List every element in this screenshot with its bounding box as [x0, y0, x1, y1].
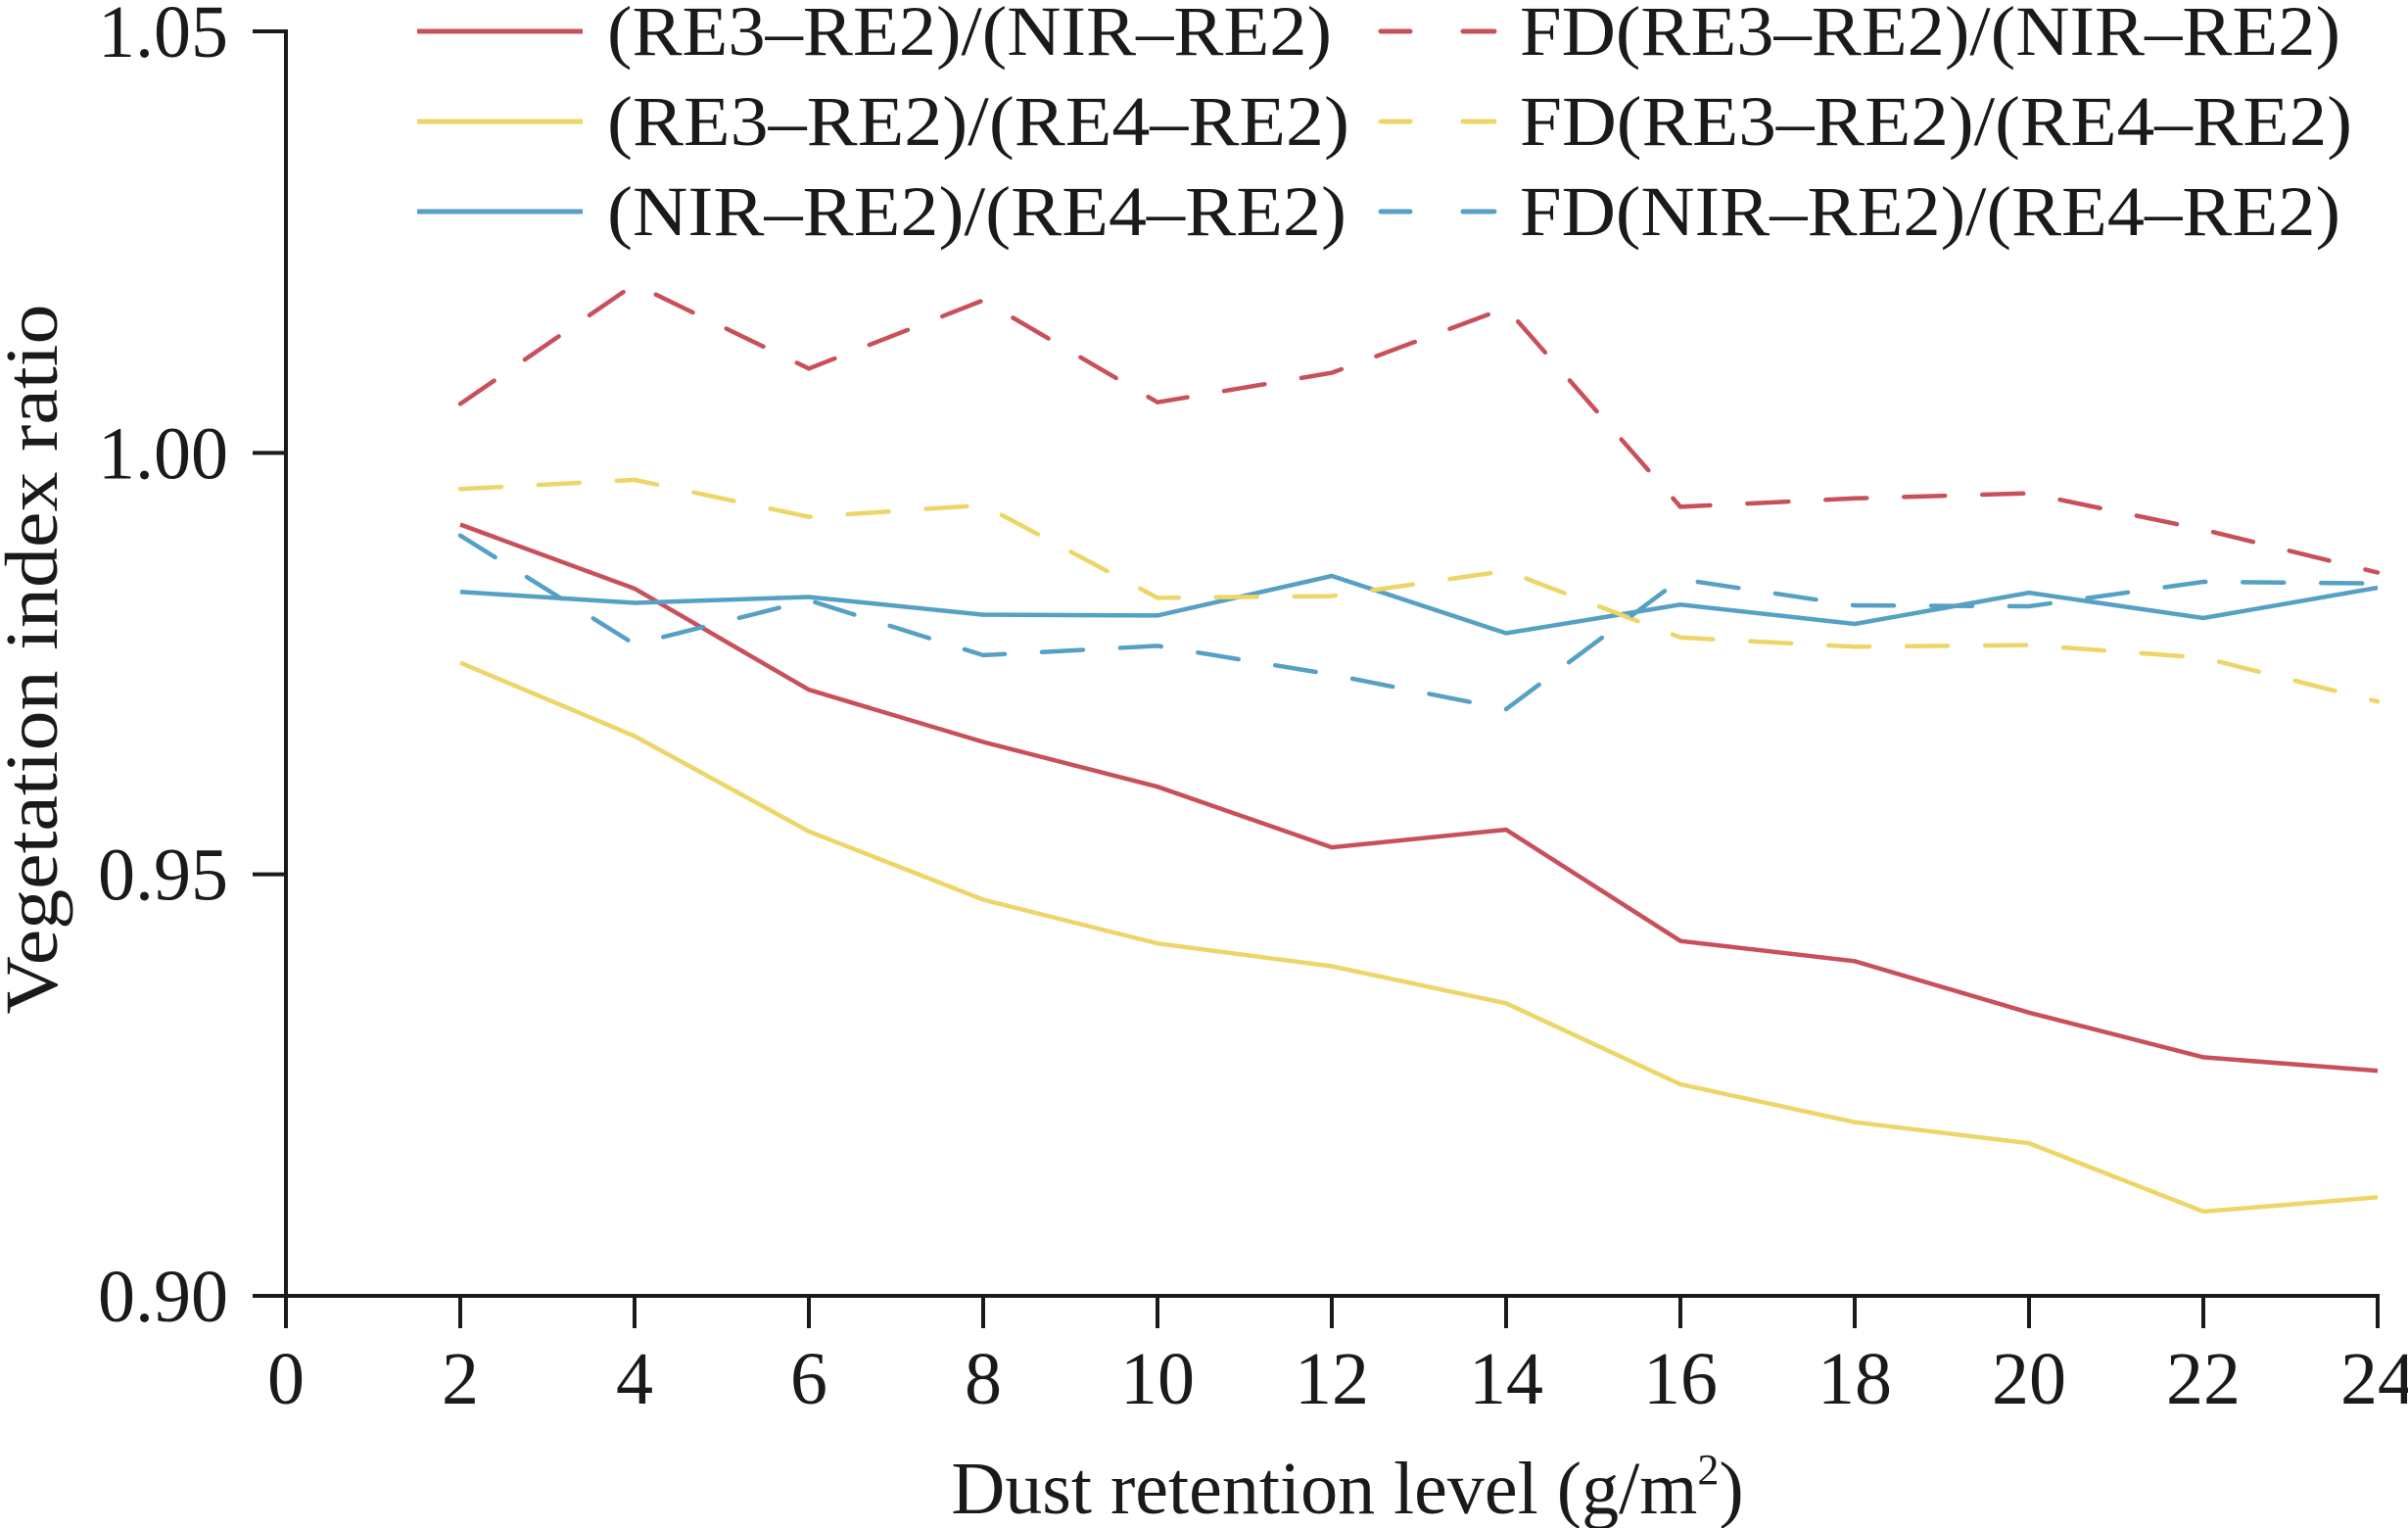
x-tick-label: 8 — [965, 1338, 1002, 1420]
series-line-re3-re2-nir-re2 — [459, 522, 2379, 1074]
y-tick-label: 1.00 — [98, 412, 228, 495]
x-tick-label: 18 — [1818, 1338, 1892, 1420]
x-tick-label: 2 — [442, 1338, 479, 1420]
legend-item: (RE3–RE2)/(NIR–RE2) — [417, 0, 1332, 71]
x-tick-label: 10 — [1120, 1338, 1195, 1420]
x-tick-label: 14 — [1469, 1338, 1543, 1420]
x-tick-label: 20 — [1992, 1338, 2066, 1420]
legend-label: (NIR–RE2)/(RE4–RE2) — [607, 172, 1346, 251]
x-axis-title-close: ) — [1719, 1448, 1743, 1528]
legend-item: (RE3–RE2)/(RE4–RE2) — [417, 82, 1349, 161]
y-ticks: 0.90 0.95 1.00 1.05 — [98, 0, 286, 1338]
series-line-fd-re3-re2-re4-re2 — [457, 477, 2381, 704]
x-tick-label: 22 — [2166, 1338, 2241, 1420]
y-tick-label: 0.95 — [98, 835, 228, 917]
series-line-fd-nir-re2-re4-re2 — [457, 533, 2381, 712]
legend-label: FD(RE3–RE2)/(RE4–RE2) — [1520, 82, 2352, 161]
y-tick-label: 0.90 — [98, 1256, 228, 1338]
legend-item: FD(RE3–RE2)/(NIR–RE2) — [1378, 0, 2340, 71]
x-tick-label: 12 — [1295, 1338, 1369, 1420]
x-tick-label: 4 — [616, 1338, 653, 1420]
series-line-re3-re2-re4-re2 — [459, 660, 2379, 1215]
x-tick-label: 0 — [267, 1338, 305, 1420]
legend-label: FD(RE3–RE2)/(NIR–RE2) — [1520, 0, 2340, 71]
legend-item: FD(NIR–RE2)/(RE4–RE2) — [1378, 172, 2340, 251]
axes — [253, 29, 2380, 1298]
legend-label: (RE3–RE2)/(NIR–RE2) — [607, 0, 1332, 71]
series-layer — [457, 281, 2381, 1215]
legend-label: FD(NIR–RE2)/(RE4–RE2) — [1520, 172, 2340, 251]
x-axis-title: Dust retention level (g/m2) — [951, 1446, 1743, 1528]
x-tick-label: 6 — [790, 1338, 827, 1420]
legend: (RE3–RE2)/(NIR–RE2) (RE3–RE2)/(RE4–RE2) (N… — [417, 0, 2352, 251]
x-tick-label: 24 — [2340, 1338, 2408, 1420]
x-ticks: 0 2 4 6 8 10 12 14 16 18 20 22 24 — [267, 1296, 2408, 1420]
legend-label: (RE3–RE2)/(RE4–RE2) — [607, 82, 1349, 161]
y-tick-label: 1.05 — [98, 0, 228, 73]
x-tick-label: 16 — [1643, 1338, 1718, 1420]
x-axis-title-superscript: 2 — [1697, 1446, 1719, 1494]
x-axis-title-main: Dust retention level (g/m — [951, 1448, 1697, 1528]
series-line-nir-re2-re4-re2 — [459, 573, 2379, 636]
legend-item: FD(RE3–RE2)/(RE4–RE2) — [1378, 82, 2352, 161]
series-line-fd-re3-re2-nir-re2 — [457, 281, 2381, 575]
y-axis-title: Vegetation index ratio — [0, 305, 73, 1015]
legend-item: (NIR–RE2)/(RE4–RE2) — [417, 172, 1346, 251]
